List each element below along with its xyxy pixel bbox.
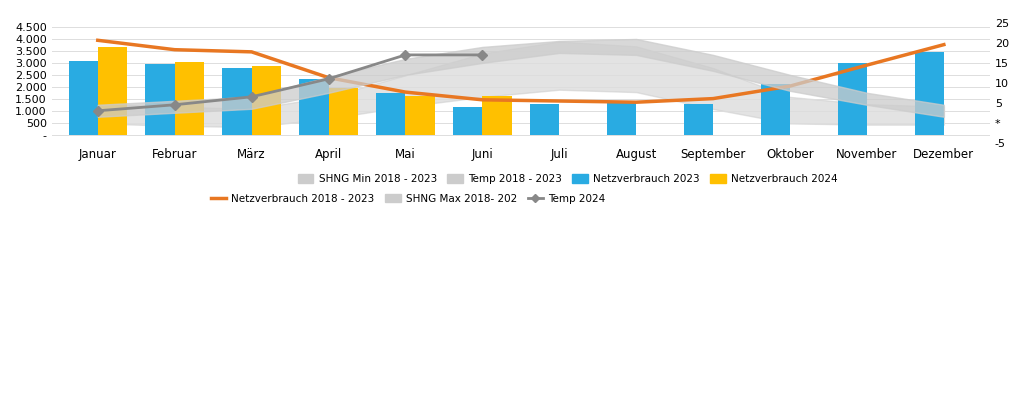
Bar: [329, 88, 357, 135]
Bar: [222, 68, 252, 135]
Bar: [376, 93, 406, 135]
Bar: [607, 100, 636, 135]
Bar: [406, 96, 434, 135]
Bar: [684, 104, 713, 135]
Bar: [482, 96, 512, 135]
Bar: [145, 64, 175, 135]
Bar: [299, 79, 329, 135]
Bar: [252, 66, 281, 135]
Legend: Netzverbrauch 2018 - 2023, SHNG Max 2018- 202, Temp 2024: Netzverbrauch 2018 - 2023, SHNG Max 2018…: [207, 190, 610, 208]
Bar: [914, 51, 944, 135]
Bar: [454, 107, 482, 135]
Bar: [175, 62, 204, 135]
Bar: [761, 84, 791, 135]
Bar: [838, 63, 867, 135]
Bar: [69, 61, 97, 135]
Bar: [97, 47, 127, 135]
Bar: [530, 104, 559, 135]
